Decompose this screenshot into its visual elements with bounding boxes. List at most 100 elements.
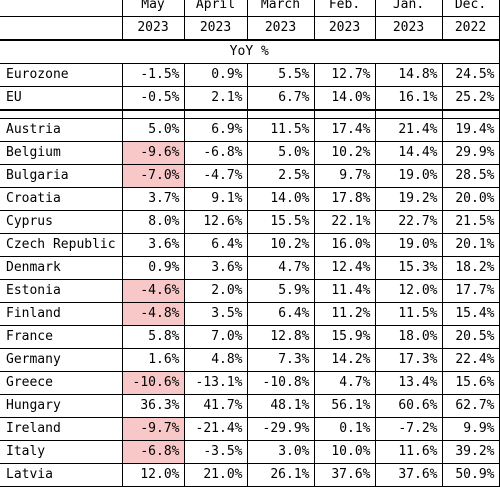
corner-cell (0, 16, 123, 41)
header-year-row: 2023 2023 2023 2023 2023 2022 (0, 16, 500, 41)
value-cell: -1.5% (122, 63, 185, 87)
value-cell: 15.6% (442, 371, 500, 395)
value-cell: -9.7% (122, 417, 185, 441)
yoy-label: YoY % (0, 40, 500, 64)
country-name: Latvia (0, 463, 123, 487)
table-row: Cyprus 8.0% 12.6% 15.5% 22.1% 22.7% 21.5% (0, 210, 500, 234)
value-cell: 22.4% (442, 348, 500, 372)
value-cell: 15.4% (442, 302, 500, 326)
value-cell: 15.9% (314, 325, 376, 349)
value-cell: -6.8% (122, 440, 185, 464)
value-cell: 9.1% (184, 187, 248, 211)
value-cell: 20.0% (442, 187, 500, 211)
value-cell: 13.4% (375, 371, 443, 395)
value-cell: 48.1% (247, 394, 315, 418)
value-cell: 4.7% (247, 256, 315, 280)
month-header: May (122, 0, 185, 17)
value-cell: 5.5% (247, 63, 315, 87)
value-cell: 3.6% (122, 233, 185, 257)
value-cell: -21.4% (184, 417, 248, 441)
value-cell: 4.8% (184, 348, 248, 372)
value-cell: 7.3% (247, 348, 315, 372)
country-name: Italy (0, 440, 123, 464)
value-cell: 15.5% (247, 210, 315, 234)
value-cell: 50.9% (442, 463, 500, 487)
value-cell: 12.6% (184, 210, 248, 234)
value-cell: 16.1% (375, 86, 443, 111)
table-row: Czech Republic 3.6% 6.4% 10.2% 16.0% 19.0% 20.… (0, 233, 500, 257)
value-cell: 19.4% (442, 118, 500, 142)
value-cell: 10.0% (314, 440, 376, 464)
value-cell: 8.0% (122, 210, 185, 234)
value-cell: 17.3% (375, 348, 443, 372)
spacer-cell (442, 110, 500, 119)
table-row: Hungary 36.3% 41.7% 48.1% 56.1% 60.6% 62.7% (0, 394, 500, 418)
value-cell: 21.0% (184, 463, 248, 487)
value-cell: 37.6% (375, 463, 443, 487)
country-name: Estonia (0, 279, 123, 303)
table-row: Eurozone -1.5% 0.9% 5.5% 12.7% 14.8% 24.5% (0, 63, 500, 87)
value-cell: 14.0% (247, 187, 315, 211)
table-row: Ireland -9.7% -21.4% -29.9% 0.1% -7.2% 9.9% (0, 417, 500, 441)
spacer-cell (184, 110, 248, 119)
value-cell: 9.9% (442, 417, 500, 441)
value-cell: 28.5% (442, 164, 500, 188)
value-cell: 20.1% (442, 233, 500, 257)
value-cell: -3.5% (184, 440, 248, 464)
value-cell: 15.3% (375, 256, 443, 280)
spacer-cell (314, 110, 376, 119)
year-header: 2023 (122, 16, 185, 41)
value-cell: 20.5% (442, 325, 500, 349)
value-cell: -7.0% (122, 164, 185, 188)
country-name: Finland (0, 302, 123, 326)
value-cell: 19.0% (375, 233, 443, 257)
value-cell: 3.7% (122, 187, 185, 211)
value-cell: 11.6% (375, 440, 443, 464)
value-cell: 62.7% (442, 394, 500, 418)
country-name: Hungary (0, 394, 123, 418)
corner-cell (0, 0, 123, 17)
value-cell: 22.7% (375, 210, 443, 234)
value-cell: 6.7% (247, 86, 315, 111)
table-row: Belgium -9.6% -6.8% 5.0% 10.2% 14.4% 29.9% (0, 141, 500, 165)
country-name: Bulgaria (0, 164, 123, 188)
value-cell: 11.5% (375, 302, 443, 326)
month-header: Feb. (314, 0, 376, 17)
value-cell: 19.0% (375, 164, 443, 188)
year-header: 2023 (375, 16, 443, 41)
table-row: Finland -4.8% 3.5% 6.4% 11.2% 11.5% 15.4% (0, 302, 500, 326)
country-name: Belgium (0, 141, 123, 165)
value-cell: -7.2% (375, 417, 443, 441)
table-row: Greece -10.6% -13.1% -10.8% 4.7% 13.4% 15.6% (0, 371, 500, 395)
value-cell: 14.2% (314, 348, 376, 372)
value-cell: 39.2% (442, 440, 500, 464)
value-cell: 18.2% (442, 256, 500, 280)
value-cell: 12.7% (314, 63, 376, 87)
value-cell: 12.4% (314, 256, 376, 280)
month-header: Dec. (442, 0, 500, 17)
value-cell: 6.4% (247, 302, 315, 326)
country-name: Croatia (0, 187, 123, 211)
value-cell: 11.5% (247, 118, 315, 142)
value-cell: 36.3% (122, 394, 185, 418)
year-header: 2023 (247, 16, 315, 41)
value-cell: 14.0% (314, 86, 376, 111)
table-row: Bulgaria -7.0% -4.7% 2.5% 9.7% 19.0% 28.5% (0, 164, 500, 188)
header-month-row: May April March Feb. Jan. Dec. (0, 0, 500, 17)
value-cell: 17.8% (314, 187, 376, 211)
table-row: Germany 1.6% 4.8% 7.3% 14.2% 17.3% 22.4% (0, 348, 500, 372)
value-cell: 22.1% (314, 210, 376, 234)
value-cell: 11.2% (314, 302, 376, 326)
value-cell: 9.7% (314, 164, 376, 188)
table-row: Denmark 0.9% 3.6% 4.7% 12.4% 15.3% 18.2% (0, 256, 500, 280)
table-row: Austria 5.0% 6.9% 11.5% 17.4% 21.4% 19.4% (0, 118, 500, 142)
spacer-cell (375, 110, 443, 119)
table-row: EU -0.5% 2.1% 6.7% 14.0% 16.1% 25.2% (0, 86, 500, 111)
value-cell: 0.9% (184, 63, 248, 87)
value-cell: -29.9% (247, 417, 315, 441)
value-cell: 21.5% (442, 210, 500, 234)
month-header: Jan. (375, 0, 443, 17)
value-cell: -0.5% (122, 86, 185, 111)
value-cell: 11.4% (314, 279, 376, 303)
value-cell: 10.2% (247, 233, 315, 257)
